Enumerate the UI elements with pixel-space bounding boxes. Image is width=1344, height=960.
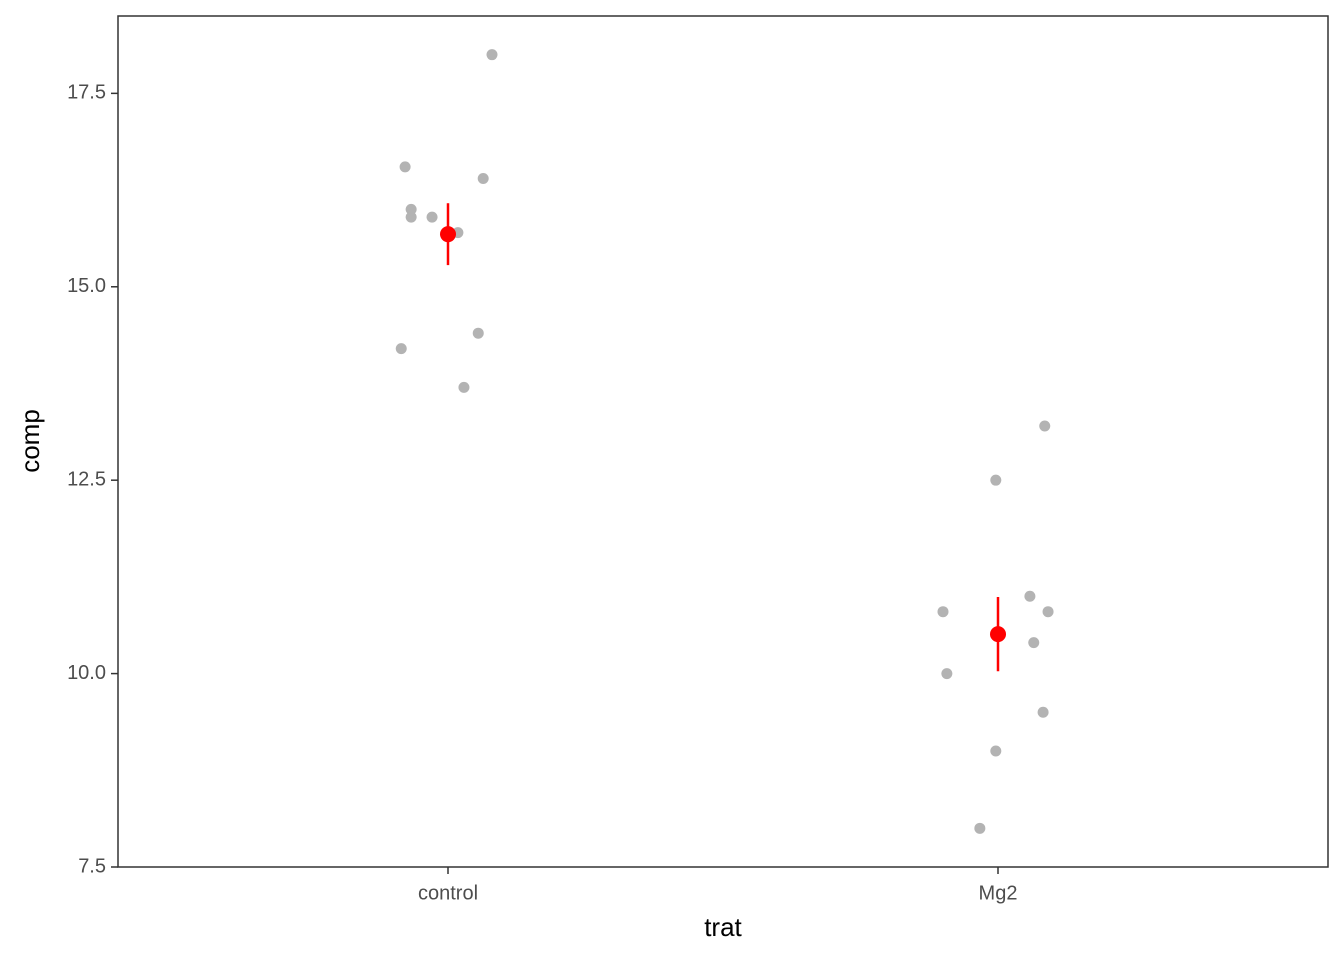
point <box>990 474 1002 486</box>
point <box>486 49 498 61</box>
point <box>405 211 417 223</box>
point <box>941 668 953 680</box>
y-tick-label: 15.0 <box>67 275 106 297</box>
point <box>937 606 949 618</box>
point <box>395 343 407 355</box>
mean-point <box>440 226 456 243</box>
point <box>990 745 1002 757</box>
point <box>1037 706 1049 718</box>
point <box>1039 420 1051 432</box>
x-tick-label: control <box>418 882 478 904</box>
x-tick-label: Mg2 <box>979 882 1018 904</box>
x-axis-title: trat <box>704 912 742 942</box>
y-tick-label: 7.5 <box>78 855 106 877</box>
point <box>1028 637 1040 649</box>
y-axis-title: comp <box>15 409 45 473</box>
point <box>1024 590 1036 602</box>
point <box>1042 606 1054 618</box>
point <box>477 172 489 184</box>
point <box>399 161 411 173</box>
point <box>426 211 438 223</box>
mean-point <box>990 626 1006 643</box>
point <box>974 822 986 834</box>
point <box>458 381 470 393</box>
y-tick-label: 12.5 <box>67 468 106 490</box>
panel-border <box>117 15 1329 868</box>
point <box>405 203 417 215</box>
y-tick-label: 17.5 <box>67 82 106 104</box>
y-tick-label: 10.0 <box>67 662 106 684</box>
point <box>472 327 484 339</box>
